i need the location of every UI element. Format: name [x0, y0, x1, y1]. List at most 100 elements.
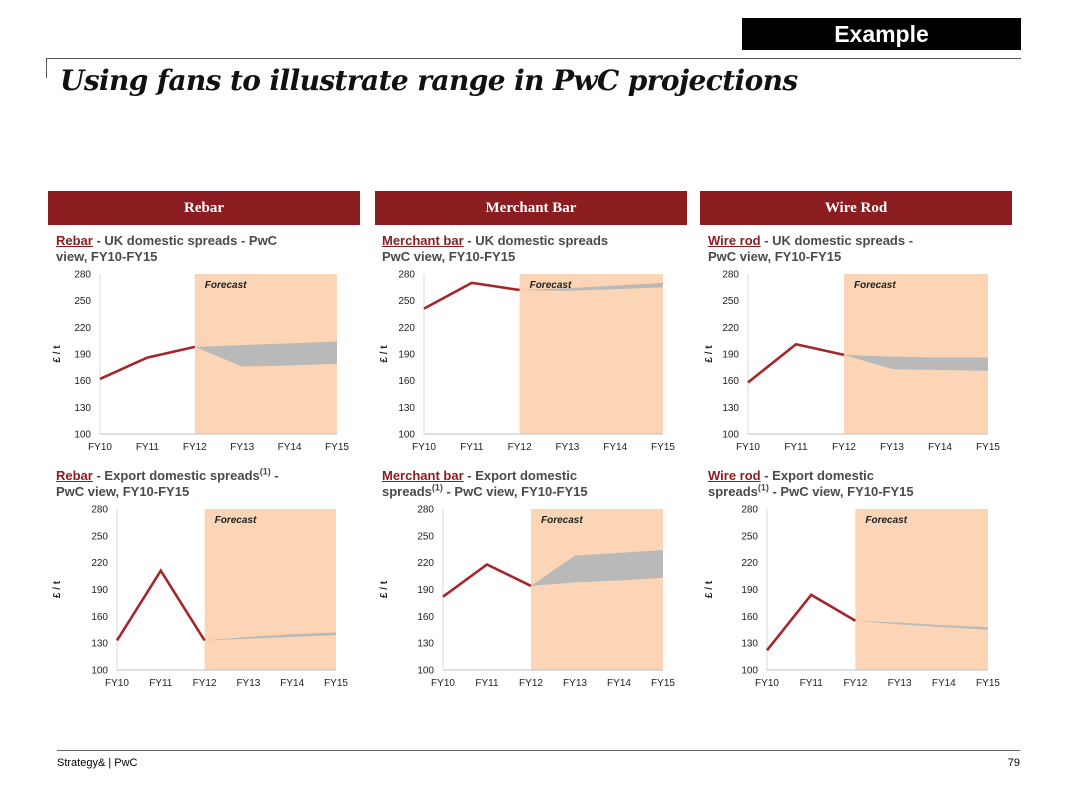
forecast-region: [519, 274, 663, 434]
y-axis-label: £ / t: [704, 345, 715, 363]
y-tick-label: 190: [741, 585, 758, 596]
forecast-region: [855, 509, 988, 670]
y-tick-label: 220: [722, 323, 739, 334]
chart-merchant-bar-uk: 100 130 160 190 220 250 280 FY10 FY11 FY12 FY13 FY1…: [379, 270, 675, 454]
series-line-actual: [747, 342, 845, 384]
series-line-actual: [99, 345, 196, 381]
y-tick-label: 220: [74, 323, 91, 334]
footer-source: Strategy& | PwC: [57, 757, 138, 769]
chart-title-text: - Export domestic spreads: [382, 468, 578, 499]
series-line-actual: [423, 281, 520, 310]
chart-title-wire-rod-uk: Wire rod - UK domestic spreads - PwC vie…: [708, 233, 938, 264]
y-tick-label: 250: [722, 296, 739, 307]
x-tick-label: FY11: [784, 442, 808, 453]
y-tick-label: 130: [417, 639, 434, 650]
chart-title-lead: Merchant bar: [382, 468, 464, 483]
forecast-region: [531, 509, 663, 670]
forecast-label: Forecast: [541, 515, 583, 526]
x-tick-label: FY12: [183, 442, 207, 453]
x-tick-label: FY13: [888, 678, 912, 689]
chart-title-lead: Merchant bar: [382, 233, 464, 248]
chart-title-lead: Rebar: [56, 468, 93, 483]
y-tick-label: 280: [91, 505, 108, 516]
x-tick-label: FY15: [651, 678, 675, 689]
y-tick-label: 160: [417, 612, 434, 623]
forecast-label: Forecast: [215, 515, 257, 526]
x-tick-label: FY14: [280, 678, 304, 689]
x-tick-label: FY12: [193, 678, 217, 689]
forecast-label: Forecast: [530, 280, 572, 291]
title-rule: [46, 58, 1021, 59]
forecast-region: [204, 509, 336, 670]
chart-title-text: - UK domestic spreads - PwC view, FY10-F…: [708, 233, 914, 264]
x-tick-label: FY10: [105, 678, 129, 689]
x-tick-label: FY14: [928, 442, 952, 453]
chart-title-merchant-bar-uk: Merchant bar - UK domestic spreads PwC v…: [382, 233, 632, 264]
x-tick-label: FY12: [519, 678, 543, 689]
footer-rule: [57, 750, 1020, 751]
x-tick-label: FY12: [843, 678, 867, 689]
y-tick-label: 130: [741, 639, 758, 650]
y-tick-label: 190: [417, 585, 434, 596]
forecast-label: Forecast: [865, 515, 907, 526]
x-tick-label: FY12: [832, 442, 856, 453]
x-tick-label: FY10: [412, 442, 436, 453]
chart-title-lead: Rebar: [56, 233, 93, 248]
y-axis-label: £ / t: [379, 345, 390, 363]
chart-title-text: - Export domestic spreads: [92, 468, 260, 483]
chart-title-wire-rod-export: Wire rod - Export domestic spreads(1) - …: [708, 468, 938, 499]
chart-title-lead: Wire rod: [708, 468, 761, 483]
footnote-marker: (1): [757, 482, 769, 493]
chart-title-text: - UK domestic spreads - PwC view, FY10-F…: [56, 233, 278, 264]
y-tick-label: 220: [417, 558, 434, 569]
forecast-fan: [204, 632, 336, 641]
title-rule-tick: [46, 58, 47, 78]
forecast-label: Forecast: [205, 280, 247, 291]
series-line-actual: [115, 568, 206, 642]
page-title: Using fans to illustrate range in PwC pr…: [60, 64, 798, 97]
y-tick-label: 100: [398, 430, 415, 441]
y-tick-label: 280: [741, 505, 758, 516]
x-tick-label: FY11: [475, 678, 499, 689]
x-tick-label: FY13: [230, 442, 254, 453]
column-header-rebar: Rebar: [48, 191, 360, 225]
y-tick-label: 220: [91, 558, 108, 569]
forecast-label: Forecast: [854, 280, 896, 291]
y-tick-label: 130: [74, 403, 91, 414]
chart-rebar-export: 100 130 160 190 220 250 280 FY10 FY11 FY12 FY13 FY1…: [52, 505, 348, 690]
y-tick-label: 130: [398, 403, 415, 414]
x-tick-label: FY13: [880, 442, 904, 453]
y-tick-label: 280: [74, 270, 91, 281]
chart-wire-rod-uk: 100 130 160 190 220 250 280 FY10 FY11 FY12 FY13 FY1…: [704, 270, 1000, 454]
y-tick-label: 160: [741, 612, 758, 623]
x-tick-label: FY15: [651, 442, 675, 453]
y-axis-label: £ / t: [52, 345, 63, 363]
x-tick-label: FY15: [324, 678, 348, 689]
y-tick-label: 100: [741, 666, 758, 677]
x-tick-label: FY11: [149, 678, 173, 689]
x-tick-label: FY10: [755, 678, 779, 689]
x-tick-label: FY10: [431, 678, 455, 689]
y-tick-label: 280: [417, 505, 434, 516]
y-tick-label: 100: [417, 666, 434, 677]
chart-title-text: - UK domestic spreads PwC view, FY10-FY1…: [382, 233, 609, 264]
example-tag: Example: [742, 18, 1021, 50]
y-tick-label: 100: [74, 430, 91, 441]
chart-title-rebar-uk: Rebar - UK domestic spreads - PwC view, …: [56, 233, 306, 264]
y-tick-label: 100: [91, 666, 108, 677]
y-tick-label: 190: [722, 350, 739, 361]
chart-title-text: - Export domestic spreads: [708, 468, 875, 499]
chart-title-tail: - PwC view, FY10-FY15: [768, 483, 914, 499]
y-tick-label: 280: [722, 270, 739, 281]
forecast-fan: [194, 341, 337, 367]
y-tick-label: 160: [74, 376, 91, 387]
series-line-actual: [442, 562, 532, 598]
y-tick-label: 130: [91, 639, 108, 650]
chart-title-tail: - PwC view, FY10-FY15: [56, 468, 279, 499]
x-tick-label: FY13: [236, 678, 260, 689]
y-axis-label: £ / t: [379, 580, 390, 598]
x-tick-label: FY14: [932, 678, 956, 689]
x-tick-label: FY15: [976, 678, 1000, 689]
chart-title-merchant-bar-export: Merchant bar - Export domestic spreads(1…: [382, 468, 612, 499]
y-tick-label: 160: [91, 612, 108, 623]
